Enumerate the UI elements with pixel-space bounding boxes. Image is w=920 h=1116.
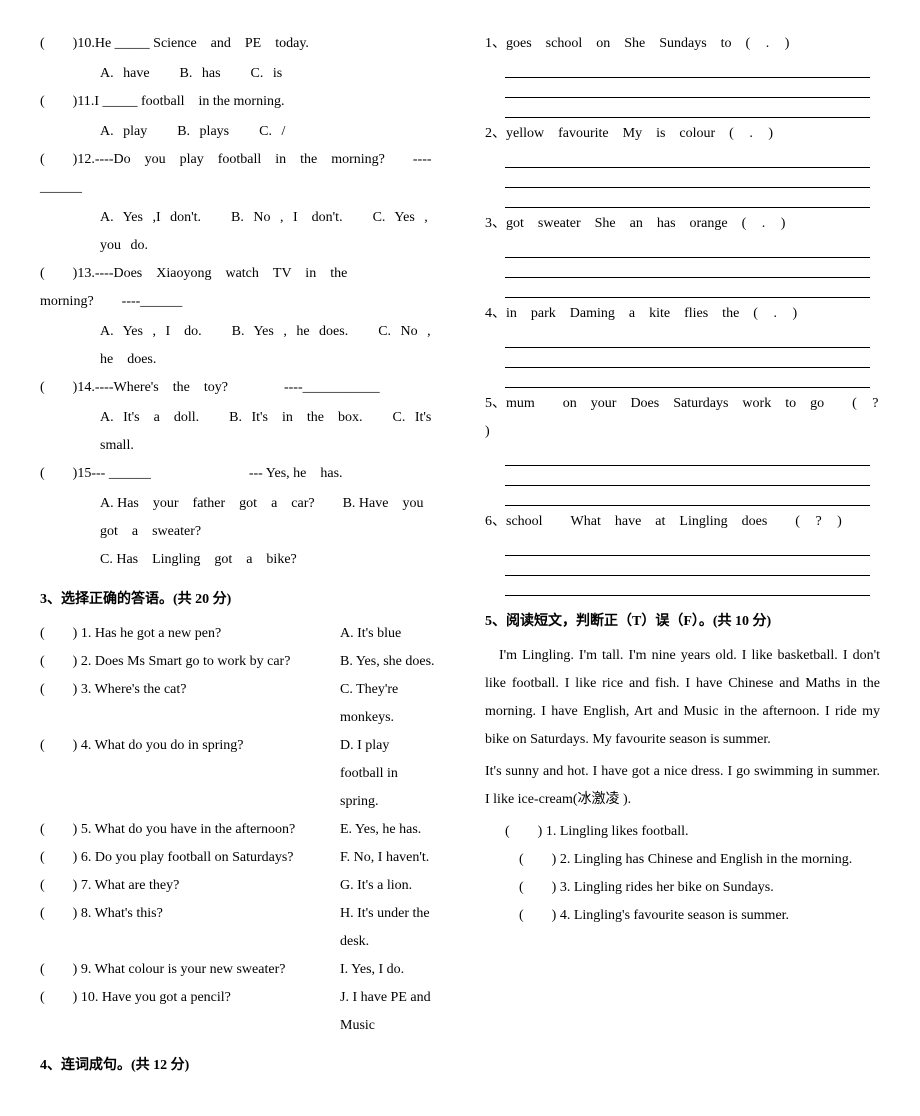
question-stem: ( )14.----Where's the toy? ----_________… xyxy=(40,374,435,402)
answer-line[interactable] xyxy=(505,468,870,486)
question-15: ( )15--- ______ --- Yes, he has. A. Has … xyxy=(40,460,435,574)
match-row: ( ) 6. Do you play football on Saturdays… xyxy=(40,844,435,872)
answer-line[interactable] xyxy=(505,488,870,506)
sentence-6: 6、school What have at Lingling does ( ? … xyxy=(485,508,880,596)
sentence-2: 2、yellow favourite My is colour ( . ) xyxy=(485,120,880,208)
answer-line[interactable] xyxy=(505,448,870,466)
answer-line[interactable] xyxy=(505,60,870,78)
sentence-words: 1、goes school on She Sundays to ( . ) xyxy=(485,30,880,58)
answer-line[interactable] xyxy=(505,240,870,258)
reading-q-4: ( ) 4. Lingling's favourite season is su… xyxy=(485,902,880,930)
section-3-title: 3、选择正确的答语。(共 20 分) xyxy=(40,586,435,614)
match-row: ( ) 8. What's this?H. It's under the des… xyxy=(40,900,435,956)
match-row: ( ) 1. Has he got a new pen?A. It's blue xyxy=(40,620,435,648)
question-12: ( )12.----Do you play football in the mo… xyxy=(40,146,435,260)
question-stem: ( )13.----Does Xiaoyong watch TV in the … xyxy=(40,260,435,316)
match-row: ( ) 4. What do you do in spring?D. I pla… xyxy=(40,732,435,816)
answer-line[interactable] xyxy=(505,80,870,98)
reading-q-1: ( ) 1. Lingling likes football. xyxy=(485,818,880,846)
left-column: ( )10.He _____ Science and PE today. A. … xyxy=(40,30,435,1086)
sentence-4: 4、in park Daming a kite flies the ( . ) xyxy=(485,300,880,388)
question-choices: A. Has your father got a car? B. Have yo… xyxy=(40,490,435,546)
right-column: 1、goes school on She Sundays to ( . ) 2、… xyxy=(485,30,880,1086)
answer-line[interactable] xyxy=(505,170,870,188)
sentence-words: 5、mum on your Does Saturdays work to go … xyxy=(485,390,880,446)
question-choice-c: C. Has Lingling got a bike? xyxy=(40,546,435,574)
question-11: ( )11.I _____ football in the morning. A… xyxy=(40,88,435,146)
answer-line[interactable] xyxy=(505,330,870,348)
match-row: ( ) 10. Have you got a pencil?J. I have … xyxy=(40,984,435,1040)
question-stem: ( )11.I _____ football in the morning. xyxy=(40,88,435,116)
question-13: ( )13.----Does Xiaoyong watch TV in the … xyxy=(40,260,435,374)
match-row: ( ) 7. What are they?G. It's a lion. xyxy=(40,872,435,900)
sentence-5: 5、mum on your Does Saturdays work to go … xyxy=(485,390,880,506)
sentence-words: 2、yellow favourite My is colour ( . ) xyxy=(485,120,880,148)
answer-line[interactable] xyxy=(505,370,870,388)
answer-line[interactable] xyxy=(505,260,870,278)
question-choices: A. It's a doll.B. It's in the box.C. It'… xyxy=(40,404,435,460)
question-choices: A. Yes , I do.B. Yes , he does.C. No , h… xyxy=(40,318,435,374)
section-5-title: 5、阅读短文，判断正（T）误（F）。(共 10 分) xyxy=(485,608,880,636)
answer-line[interactable] xyxy=(505,280,870,298)
sentence-words: 3、got sweater She an has orange ( . ) xyxy=(485,210,880,238)
answer-line[interactable] xyxy=(505,538,870,556)
sentence-words: 6、school What have at Lingling does ( ? … xyxy=(485,508,880,536)
passage-1: I'm Lingling. I'm tall. I'm nine years o… xyxy=(485,642,880,754)
question-14: ( )14.----Where's the toy? ----_________… xyxy=(40,374,435,460)
question-choices: A. Yes ,I don't.B. No , I don't.C. Yes ,… xyxy=(40,204,435,260)
answer-line[interactable] xyxy=(505,350,870,368)
answer-line[interactable] xyxy=(505,150,870,168)
question-stem: ( )10.He _____ Science and PE today. xyxy=(40,30,435,58)
reading-q-3: ( ) 3. Lingling rides her bike on Sunday… xyxy=(485,874,880,902)
question-10: ( )10.He _____ Science and PE today. A. … xyxy=(40,30,435,88)
question-stem: ( )15--- ______ --- Yes, he has. xyxy=(40,460,435,488)
question-stem: ( )12.----Do you play football in the mo… xyxy=(40,146,435,202)
match-row: ( ) 9. What colour is your new sweater?I… xyxy=(40,956,435,984)
reading-q-2: ( ) 2. Lingling has Chinese and English … xyxy=(485,846,880,874)
match-list: ( ) 1. Has he got a new pen?A. It's blue… xyxy=(40,620,435,1040)
sentence-1: 1、goes school on She Sundays to ( . ) xyxy=(485,30,880,118)
sentence-3: 3、got sweater She an has orange ( . ) xyxy=(485,210,880,298)
match-row: ( ) 2. Does Ms Smart go to work by car?B… xyxy=(40,648,435,676)
match-row: ( ) 3. Where's the cat?C. They're monkey… xyxy=(40,676,435,732)
answer-line[interactable] xyxy=(505,100,870,118)
answer-line[interactable] xyxy=(505,578,870,596)
question-choices: A. playB. playsC. / xyxy=(40,118,435,146)
answer-line[interactable] xyxy=(505,190,870,208)
sentence-words: 4、in park Daming a kite flies the ( . ) xyxy=(485,300,880,328)
question-choices: A. haveB. hasC. is xyxy=(40,60,435,88)
match-row: ( ) 5. What do you have in the afternoon… xyxy=(40,816,435,844)
passage-2: It's sunny and hot. I have got a nice dr… xyxy=(485,758,880,814)
answer-line[interactable] xyxy=(505,558,870,576)
section-4-title: 4、连词成句。(共 12 分) xyxy=(40,1052,435,1080)
